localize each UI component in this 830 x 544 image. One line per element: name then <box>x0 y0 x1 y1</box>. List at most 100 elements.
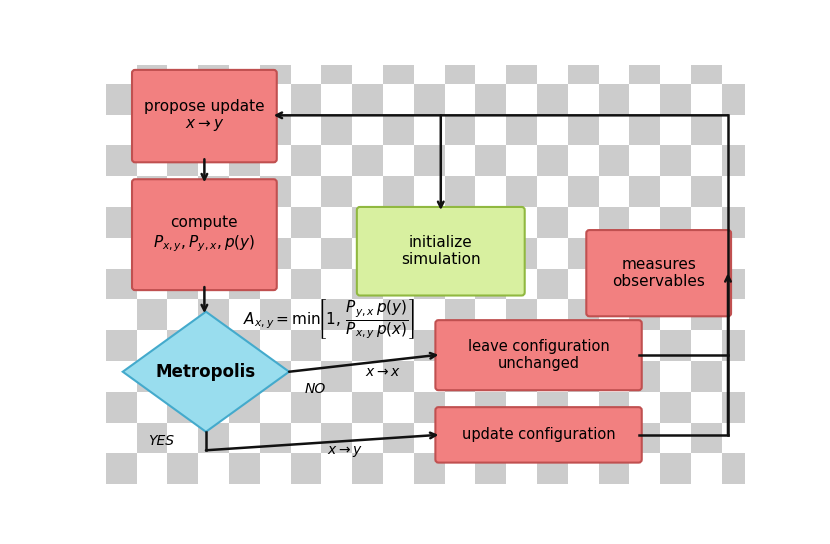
Bar <box>691 22 722 53</box>
Bar <box>568 423 598 453</box>
Bar <box>414 207 445 238</box>
Bar <box>290 207 321 238</box>
Bar <box>260 392 290 423</box>
Bar <box>476 145 506 176</box>
Bar <box>321 392 352 423</box>
Bar <box>537 207 568 238</box>
Bar <box>168 145 198 176</box>
Bar <box>260 22 290 53</box>
Bar <box>629 392 660 423</box>
Bar <box>722 453 753 484</box>
Bar <box>290 453 321 484</box>
Bar <box>598 423 629 453</box>
Bar <box>722 176 753 207</box>
Bar <box>660 145 691 176</box>
Bar <box>568 207 598 238</box>
Bar <box>753 299 784 330</box>
Bar <box>260 53 290 84</box>
Bar <box>722 423 753 453</box>
Text: leave configuration
unchanged: leave configuration unchanged <box>467 339 609 372</box>
Bar <box>660 115 691 145</box>
Bar <box>168 361 198 392</box>
Bar <box>229 423 260 453</box>
Bar <box>722 22 753 53</box>
Bar <box>537 53 568 84</box>
Bar <box>290 392 321 423</box>
Bar <box>290 361 321 392</box>
Bar <box>352 299 383 330</box>
Bar <box>137 423 168 453</box>
Bar <box>106 115 137 145</box>
Bar <box>722 207 753 238</box>
Bar <box>568 269 598 299</box>
Bar <box>137 176 168 207</box>
Bar <box>383 145 414 176</box>
Bar <box>753 330 784 361</box>
Bar <box>568 145 598 176</box>
Bar <box>722 392 753 423</box>
Bar <box>290 238 321 269</box>
Bar <box>598 53 629 84</box>
Bar <box>229 392 260 423</box>
Bar <box>506 145 537 176</box>
Bar <box>168 269 198 299</box>
Bar <box>260 115 290 145</box>
Bar <box>106 176 137 207</box>
Bar <box>106 145 137 176</box>
Bar <box>753 392 784 423</box>
Bar <box>290 176 321 207</box>
Bar <box>198 207 229 238</box>
Bar <box>106 269 137 299</box>
Bar <box>137 22 168 53</box>
Bar <box>321 207 352 238</box>
Bar <box>537 392 568 423</box>
Bar <box>168 330 198 361</box>
Bar <box>229 115 260 145</box>
Bar <box>568 361 598 392</box>
Text: NO: NO <box>305 382 326 395</box>
Bar <box>506 361 537 392</box>
Bar <box>598 361 629 392</box>
Bar <box>290 145 321 176</box>
Bar <box>106 22 137 53</box>
Bar <box>352 361 383 392</box>
Bar <box>598 453 629 484</box>
Bar <box>445 207 476 238</box>
Bar <box>629 330 660 361</box>
Bar <box>753 269 784 299</box>
Bar <box>383 176 414 207</box>
Bar <box>722 238 753 269</box>
Bar <box>414 22 445 53</box>
Bar <box>352 53 383 84</box>
Bar <box>383 330 414 361</box>
Bar <box>168 22 198 53</box>
Bar <box>568 176 598 207</box>
Bar <box>691 423 722 453</box>
Bar <box>198 176 229 207</box>
Bar <box>445 330 476 361</box>
Bar <box>352 207 383 238</box>
Bar <box>537 145 568 176</box>
Bar <box>753 84 784 115</box>
Bar <box>691 115 722 145</box>
Bar <box>198 299 229 330</box>
Bar <box>753 145 784 176</box>
Bar <box>290 299 321 330</box>
Bar <box>229 84 260 115</box>
Bar <box>537 453 568 484</box>
Bar <box>629 453 660 484</box>
Bar <box>629 176 660 207</box>
Bar <box>260 238 290 269</box>
Bar <box>383 238 414 269</box>
Bar <box>260 361 290 392</box>
Bar <box>106 453 137 484</box>
Bar <box>414 453 445 484</box>
Bar <box>691 361 722 392</box>
Bar <box>321 22 352 53</box>
Bar <box>691 176 722 207</box>
Text: propose update
$x \rightarrow y$: propose update $x \rightarrow y$ <box>144 99 265 133</box>
Bar <box>476 299 506 330</box>
Bar <box>476 269 506 299</box>
Bar <box>229 453 260 484</box>
Bar <box>691 269 722 299</box>
